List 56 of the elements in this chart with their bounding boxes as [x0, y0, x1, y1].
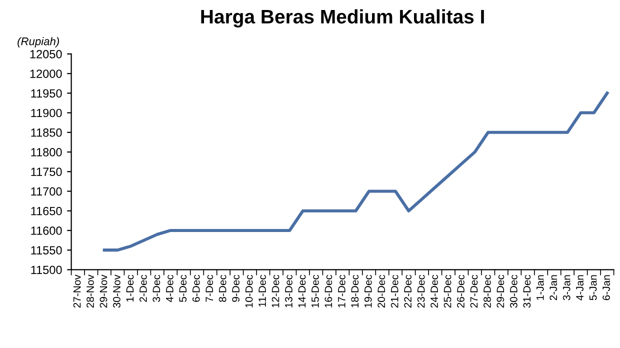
- x-tick-label: 28-Dec: [484, 274, 491, 308]
- x-tick-label: 22-Dec: [404, 274, 412, 308]
- y-tick-label: 11900: [31, 108, 62, 118]
- x-tick-label: 26-Dec: [457, 274, 464, 308]
- x-tick-label: 4-Jan: [576, 275, 584, 300]
- x-tick-label: 10-Dec: [245, 274, 253, 308]
- x-tick-label: 27-Dec: [470, 274, 478, 308]
- x-tick-label: 1-Dec: [126, 274, 134, 302]
- y-tick-label: 12000: [30, 70, 62, 78]
- chart-title: Harga Beras Medium Kualitas I: [201, 9, 484, 28]
- y-tick-label: 11850: [31, 128, 62, 137]
- x-tick-label: 29-Dec: [496, 274, 504, 308]
- x-tick-label: 5-Jan: [589, 275, 597, 300]
- x-tick-label: 5-Dec: [179, 274, 187, 302]
- line-series: [102, 92, 609, 252]
- x-tick-label: 21-Dec: [390, 274, 398, 308]
- x-tick-label: 24-Dec: [430, 274, 438, 308]
- y-tick-label: 11650: [31, 206, 62, 216]
- x-tick-label: 31-Dec: [523, 274, 531, 308]
- x-tick-label: 28-Nov: [86, 274, 94, 308]
- x-tick-label: 30-Nov: [113, 274, 120, 308]
- x-tick-label: 15-Dec: [312, 274, 319, 308]
- x-tick-label: 6-Jan: [602, 275, 610, 300]
- x-tick-label: 8-Dec: [218, 274, 226, 302]
- x-tick-label: 6-Dec: [192, 274, 200, 302]
- x-tick-label: 3-Dec: [152, 274, 160, 302]
- x-tick-label: 11-Dec: [258, 274, 266, 307]
- x-tick-label: 7-Dec: [206, 274, 214, 302]
- x-tick-label: 16-Dec: [324, 274, 332, 308]
- y-tick-label: 11750: [31, 168, 62, 176]
- y-tick-label: 11800: [31, 148, 62, 156]
- x-tick-label: 25-Dec: [444, 274, 452, 308]
- y-tick-label: 12050: [30, 50, 62, 58]
- x-tick-label: 2-Jan: [550, 275, 558, 300]
- x-tick-label: 18-Dec: [351, 274, 359, 308]
- x-tick-label: 12-Dec: [272, 274, 280, 308]
- x-tick-label: 13-Dec: [285, 274, 292, 308]
- y-tick-label: 11700: [31, 187, 62, 196]
- x-tick-label: 29-Nov: [100, 274, 108, 308]
- x-tick-label: 30-Dec: [510, 274, 518, 308]
- x-tick-label: 1-Jan: [536, 275, 544, 300]
- y-axis-title: (Rupiah): [18, 37, 59, 48]
- x-tick-label: 3-Jan: [562, 275, 570, 300]
- y-tick-label: 11600: [31, 226, 62, 235]
- x-tick-label: 4-Dec: [166, 274, 174, 302]
- x-tick-label: 23-Dec: [417, 274, 425, 308]
- x-tick-label: 19-Dec: [364, 274, 372, 308]
- y-tick-label: 11550: [31, 246, 62, 254]
- x-tick-label: 17-Dec: [338, 274, 346, 308]
- x-tick-label: 9-Dec: [232, 274, 240, 302]
- x-tick-label: 14-Dec: [298, 274, 306, 308]
- x-tick-label: 27-Nov: [73, 274, 81, 308]
- y-tick-label: 11500: [31, 266, 62, 274]
- y-tick-label: 11950: [31, 89, 62, 98]
- x-tick-label: 2-Dec: [139, 274, 147, 302]
- x-tick-label: 20-Dec: [378, 274, 386, 308]
